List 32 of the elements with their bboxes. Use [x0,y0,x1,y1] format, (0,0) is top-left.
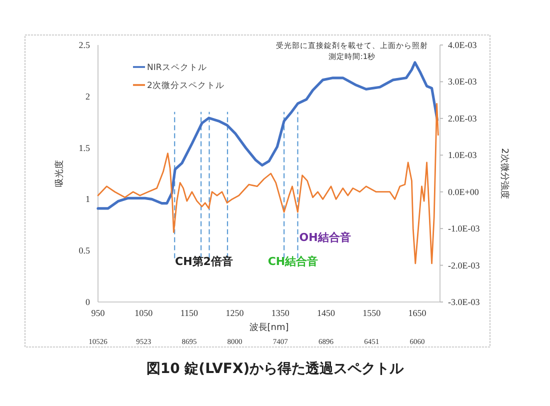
y2-tick-label: 0.0E+00 [448,186,480,197]
x-tick-label: 1050 [134,308,154,318]
y2-tick-label: 3.0E-03 [448,76,478,87]
y-tick-label: 0 [86,297,90,307]
annotation: OH結合音 [299,231,351,244]
y-tick-label: 2.5 [78,40,90,50]
annotation: CH結合音 [268,255,318,268]
x-tick-label: 950 [91,308,106,318]
y2-tick-label: 4.0E-03 [448,40,478,50]
x-tick-label: 1650 [408,308,427,318]
x-axis-title: 波長[nm] [249,322,289,333]
x-tick-label: 1350 [271,308,290,318]
y2-tick-label: 2.0E-03 [448,113,478,124]
x-tick-label: 1550 [362,308,382,318]
y2-axis-title: 2次微分強度 [499,148,510,199]
legend-label: 2次微分スペクトル [147,80,224,91]
x-tick-label: 1450 [317,308,336,318]
legend-label: NIRスペクトル [147,63,207,73]
x-tick-label: 1250 [226,308,244,318]
y2-tick-label: -3.0E-03 [448,297,480,307]
y-tick-label: 2 [86,91,90,102]
y2-tick-label: 1.0E-03 [448,150,478,160]
y-tick-label: 1.5 [78,142,90,153]
y-tick-label: 1 [86,194,90,204]
y-axis-title: 吸光度 [54,160,65,187]
annotation: CH第2倍音 [175,255,233,268]
y-tick-label: 0.5 [78,246,90,256]
y2-tick-label: -2.0E-03 [448,260,480,270]
y2-tick-label: -1.0E-03 [448,224,480,234]
line-series [96,61,439,210]
x-tick-label: 1150 [180,308,199,318]
text: 図10 錠(LVFX)から得た透過スペクトル [146,361,405,377]
